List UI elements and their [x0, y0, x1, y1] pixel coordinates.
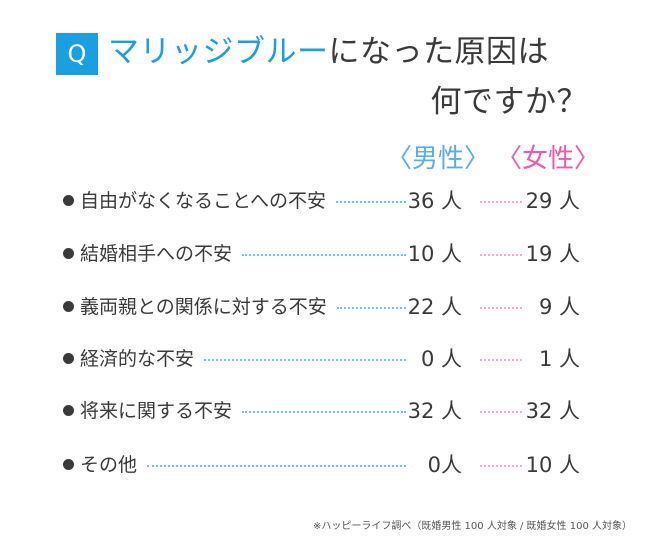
- female-count: 32 人: [525, 399, 580, 423]
- table-row: 義両親との関係に対する不安 22 人 9 人: [0, 289, 650, 325]
- female-leader-dots: [480, 359, 522, 361]
- female-leader-dots: [480, 254, 522, 256]
- male-count: 0人: [427, 453, 462, 477]
- female-count: 10 人: [525, 453, 580, 477]
- male-count: 36 人: [407, 189, 462, 213]
- female-count: 1 人: [538, 347, 580, 371]
- female-header: 〈女性〉: [496, 144, 601, 174]
- male-leader-dots: [204, 359, 406, 361]
- row-label: 将来に関する不安: [80, 400, 233, 422]
- male-count: 0 人: [420, 347, 462, 371]
- table-row: その他 0人 10 人: [0, 447, 650, 483]
- table-row: 自由がなくなることへの不安 36 人 29 人: [0, 183, 650, 219]
- male-count: 32 人: [407, 399, 462, 423]
- row-label: 自由がなくなることへの不安: [80, 190, 327, 212]
- bullet-icon: [63, 195, 74, 206]
- male-leader-dots: [147, 465, 406, 467]
- row-label: 経済的な不安: [80, 348, 195, 370]
- row-label: 結婚相手への不安: [80, 243, 233, 265]
- bullet-icon: [63, 248, 74, 259]
- male-leader-dots: [336, 201, 406, 203]
- bullet-icon: [63, 301, 74, 312]
- male-header: 〈男性〉: [386, 144, 491, 174]
- bullet-icon: [63, 459, 74, 470]
- table-row: 将来に関する不安 32 人 32 人: [0, 393, 650, 429]
- male-leader-dots: [242, 411, 406, 413]
- row-label: 義両親との関係に対する不安: [80, 296, 327, 318]
- table-row: 経済的な不安 0 人 1 人: [0, 341, 650, 377]
- row-label: その他: [80, 454, 138, 476]
- page-title-line1: マリッジブルーになった原因は: [108, 28, 549, 76]
- female-leader-dots: [480, 201, 522, 203]
- female-leader-dots: [480, 465, 522, 467]
- male-count: 10 人: [407, 242, 462, 266]
- title-rest: になった原因は: [328, 34, 549, 70]
- bullet-icon: [63, 405, 74, 416]
- female-leader-dots: [480, 307, 522, 309]
- female-count: 9 人: [538, 295, 580, 319]
- bullet-icon: [63, 353, 74, 364]
- male-count: 22 人: [407, 295, 462, 319]
- male-leader-dots: [242, 254, 406, 256]
- question-badge: Q: [56, 33, 98, 75]
- footnote: ※ハッピーライフ調べ（既婚男性 100 人対象 / 既婚女性 100 人対象）: [313, 521, 632, 532]
- male-leader-dots: [336, 307, 406, 309]
- page-title-line2: 何ですか？: [430, 84, 588, 120]
- female-count: 29 人: [525, 189, 580, 213]
- table-row: 結婚相手への不安 10 人 19 人: [0, 236, 650, 272]
- title-highlight: マリッジブルー: [108, 34, 329, 70]
- female-leader-dots: [480, 411, 522, 413]
- female-count: 19 人: [525, 242, 580, 266]
